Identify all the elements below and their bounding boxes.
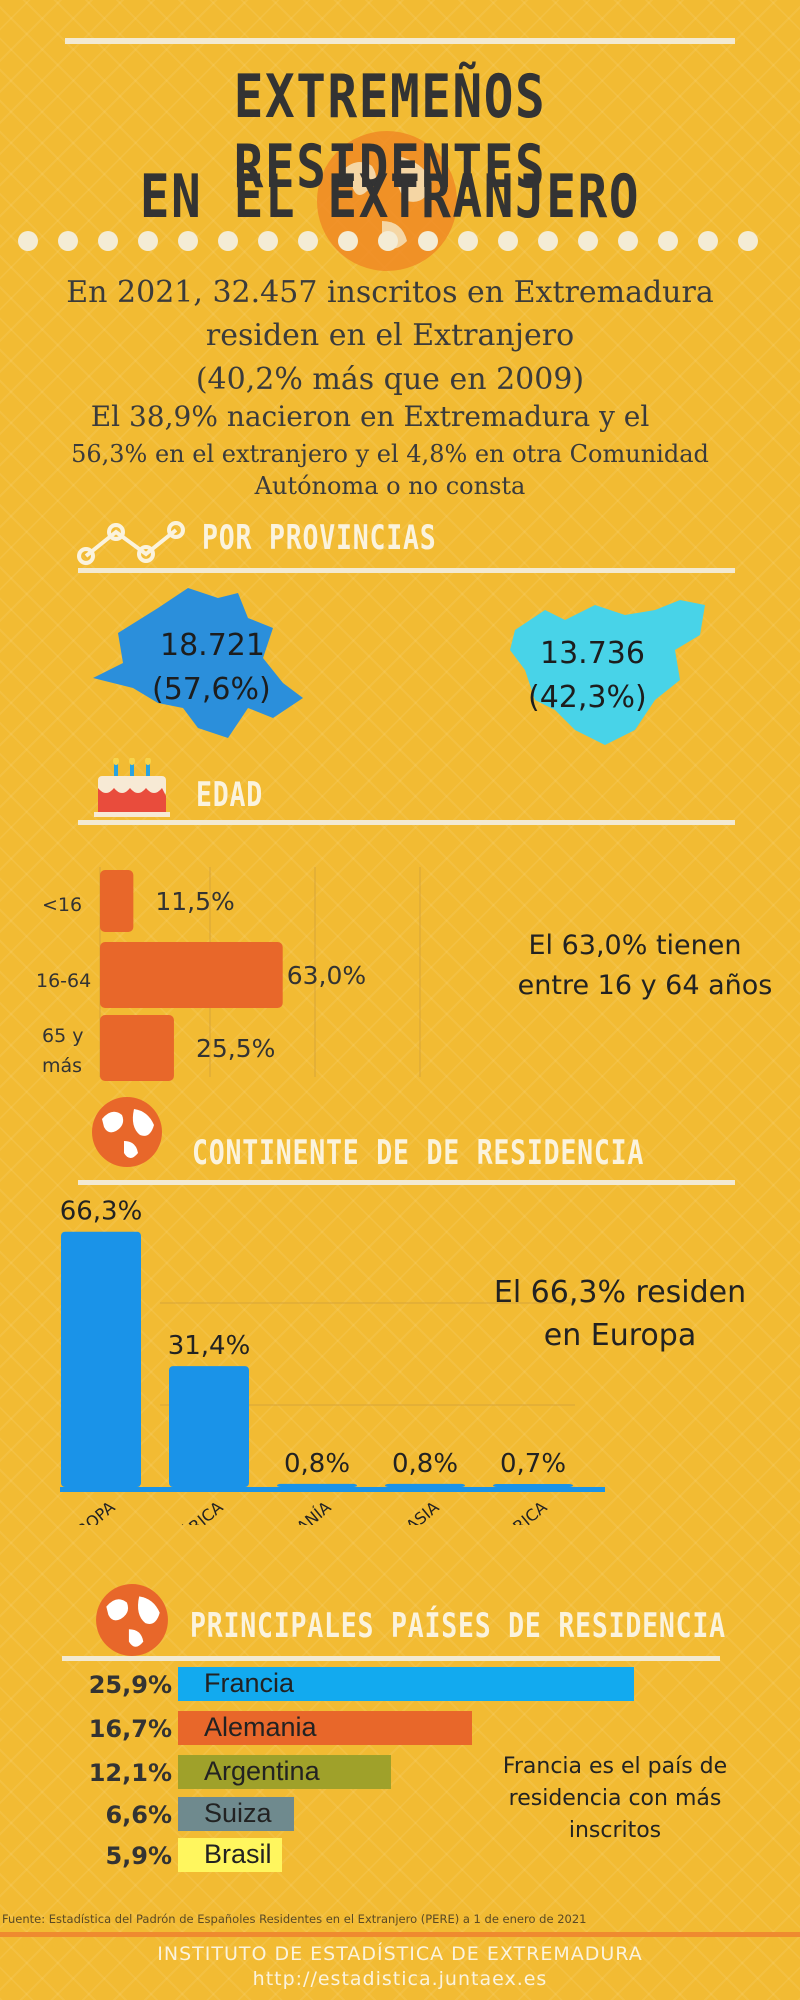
divider-dot	[378, 231, 398, 251]
divider-dot	[258, 231, 278, 251]
age-bar	[100, 1015, 174, 1081]
institute-url[interactable]: http://estadistica.juntaex.es	[252, 1968, 548, 1990]
birthday-cake-icon	[94, 758, 170, 817]
paises-note-line1: Francia es el país de	[502, 1754, 728, 1779]
continent-category-label: OCEANÍA	[267, 1497, 335, 1525]
institute-name: INSTITUTO DE ESTADÍSTICA DE EXTREMADURA	[157, 1943, 643, 1965]
continent-category-label: ÁFRICA	[494, 1497, 551, 1525]
divider-dot	[618, 231, 638, 251]
country-name-label: Alemania	[204, 1712, 317, 1742]
caceres-map-icon	[510, 600, 705, 745]
age-category-label: 16-64	[36, 970, 91, 992]
country-name-label: Argentina	[204, 1756, 320, 1786]
divider-dot	[138, 231, 158, 251]
edad-note-line2: entre 16 y 64 años	[517, 970, 773, 1001]
main-title-line1: EXTREMEÑOS RESIDENTES	[233, 62, 547, 202]
province-1-value: 18.721	[160, 628, 265, 663]
divider-dot	[458, 231, 478, 251]
globe-icon-2	[96, 1584, 168, 1656]
country-bar	[178, 1797, 295, 1831]
country-name-label: Francia	[204, 1668, 295, 1698]
intro-line1: En 2021, 32.457 inscritos en Extremadura	[66, 275, 714, 310]
continent-bar	[61, 1231, 141, 1487]
divider-dot	[58, 231, 78, 251]
divider-dot	[698, 231, 718, 251]
divider-dot	[418, 231, 438, 251]
section-title-provincias: POR PROVINCIAS	[202, 518, 437, 558]
age-category-label: 65 y más	[42, 1025, 83, 1077]
country-value-label: 16,7%	[88, 1715, 172, 1743]
divider-dot	[98, 231, 118, 251]
continent-value-label: 66,3%	[60, 1197, 143, 1227]
divider-dot	[658, 231, 678, 251]
age-value-label: 63,0%	[287, 961, 366, 990]
provincias-divider	[78, 568, 735, 573]
source-note: Fuente: Estadística del Padrón de Españo…	[2, 1912, 587, 1926]
continent-value-label: 0,8%	[392, 1449, 458, 1479]
divider-dot	[538, 231, 558, 251]
divider-dot	[178, 231, 198, 251]
section-title-continente: CONTINENTE DE DE RESIDENCIA	[192, 1133, 645, 1173]
continent-bar	[169, 1366, 249, 1487]
country-value-label: 25,9%	[88, 1671, 172, 1699]
country-value-label: 6,6%	[105, 1801, 172, 1829]
continent-category-label: AMÉRICA	[159, 1497, 227, 1525]
age-bar	[100, 942, 283, 1008]
edad-note-line1: El 63,0% tienen	[528, 930, 742, 961]
intro-line6: Autónoma o no consta	[254, 472, 526, 500]
continent-value-label: 31,4%	[168, 1331, 251, 1361]
country-bar	[178, 1838, 282, 1872]
divider-dot	[738, 231, 758, 251]
continent-category-label: EUROPA	[56, 1497, 118, 1525]
country-value-label: 5,9%	[105, 1842, 172, 1870]
country-name-label: Brasil	[204, 1839, 272, 1869]
continente-note-line2: en Europa	[543, 1318, 697, 1353]
line-chart-icon	[77, 521, 185, 565]
province-1-pct: (57,6%)	[152, 672, 271, 707]
province-2-pct: (42,3%)	[528, 680, 647, 715]
age-category-label: <16	[42, 894, 82, 916]
intro-line5: 56,3% en el extranjero y el 4,8% en otra…	[71, 440, 709, 468]
divider-dot	[218, 231, 238, 251]
age-bar-chart: 11,5% 63,0% 25,5% <16 16-64 65 y más	[36, 867, 421, 1081]
continent-value-label: 0,7%	[500, 1449, 566, 1479]
top-divider	[65, 38, 735, 44]
footer-divider	[0, 1932, 800, 1937]
continent-bar	[493, 1484, 573, 1487]
divider-dot	[298, 231, 318, 251]
country-value-label: 12,1%	[88, 1759, 172, 1787]
continente-note-line1: El 66,3% residen	[493, 1275, 747, 1310]
divider-dot	[498, 231, 518, 251]
age-value-label: 25,5%	[196, 1034, 275, 1063]
country-bar	[178, 1711, 472, 1745]
continent-bar-chart: 66,3% EUROPA 31,4% AMÉRICA 0,8% OCEANÍA 0,8% AS…	[56, 1197, 605, 1525]
province-2-value: 13.736	[540, 636, 645, 671]
section-title-edad: EDAD	[196, 775, 263, 815]
divider-dot	[338, 231, 358, 251]
continent-category-label: ASIA	[402, 1497, 442, 1525]
intro-line2: residen en el Extranjero	[205, 318, 575, 353]
paises-divider	[62, 1656, 720, 1661]
badajoz-map-icon	[93, 588, 303, 738]
divider-dot	[18, 231, 38, 251]
age-bar	[100, 870, 134, 932]
paises-note-line2: residencia con más	[508, 1786, 722, 1811]
continente-divider	[78, 1180, 735, 1185]
edad-divider	[78, 820, 735, 825]
paises-note-line3: inscritos	[568, 1818, 662, 1843]
continent-bar	[385, 1483, 465, 1487]
country-bar	[178, 1755, 391, 1789]
country-bar	[178, 1667, 634, 1701]
continent-value-label: 0,8%	[284, 1449, 350, 1479]
main-title-line2: EN EL EXTRANJERO	[139, 162, 641, 232]
country-name-label: Suiza	[204, 1798, 272, 1828]
globe-icon	[92, 1097, 162, 1167]
divider-dot	[578, 231, 598, 251]
continent-axis	[60, 1487, 605, 1492]
intro-line4: El 38,9% nacieron en Extremadura y el	[90, 400, 650, 433]
section-title-paises: PRINCIPALES PAÍSES DE RESIDENCIA	[190, 1606, 726, 1646]
continent-bar	[277, 1483, 357, 1487]
age-value-label: 11,5%	[155, 887, 234, 916]
intro-line3: (40,2% más que en 2009)	[195, 362, 585, 397]
